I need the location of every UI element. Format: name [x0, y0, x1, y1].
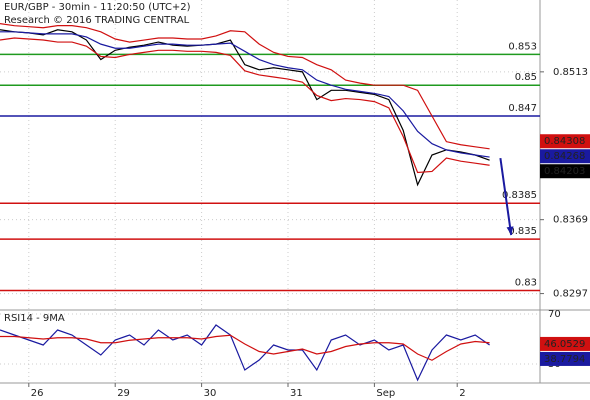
arrow-head — [506, 226, 514, 236]
price-tag — [540, 134, 590, 149]
level-label: 0.83 — [515, 277, 537, 288]
price-tag — [540, 164, 590, 179]
price-line — [0, 37, 490, 174]
chart-subtitle: Research © 2016 TRADING CENTRAL — [4, 15, 190, 26]
level-label: 0.847 — [508, 103, 537, 114]
price-tag-label: 0.84308 — [544, 136, 585, 147]
y-tick-label: 0.8297 — [553, 289, 588, 300]
rsi-line — [0, 324, 490, 382]
level-label: 0.85 — [515, 72, 537, 83]
price-tag — [540, 351, 590, 366]
x-tick-label: 26 — [31, 388, 44, 399]
y-tick-label: 70 — [548, 309, 561, 320]
plot — [0, 0, 540, 383]
price-tag — [540, 336, 590, 351]
level-label: 0.853 — [508, 41, 537, 52]
x-tick-label: 31 — [290, 388, 303, 399]
x-tick-label: Sep — [376, 388, 395, 399]
y-tick-label: 0.8369 — [553, 215, 588, 226]
price-tag — [540, 149, 590, 164]
price-line — [0, 31, 490, 158]
price-line — [0, 23, 490, 150]
x-tick-label: 2 — [459, 388, 465, 399]
y-tick-label: 0.8513 — [553, 67, 588, 78]
rsi-label: RSI14 - 9MA — [4, 313, 65, 324]
chart-title: EUR/GBP - 30min - 11:20:50 (UTC+2) — [4, 2, 191, 13]
price-tag-label: 0.84203 — [544, 166, 585, 177]
forecast-arrow — [499, 157, 513, 236]
level-label: 0.8385 — [502, 190, 537, 201]
x-tick-label: 29 — [117, 388, 130, 399]
rsi-line — [0, 334, 490, 361]
price-tag-label: 38.7794 — [544, 354, 585, 365]
level-label: 0.835 — [508, 226, 537, 237]
x-tick-label: 30 — [204, 388, 217, 399]
price-tag-label: 0.84268 — [544, 151, 585, 162]
price-tag-label: 46.0529 — [544, 339, 585, 350]
